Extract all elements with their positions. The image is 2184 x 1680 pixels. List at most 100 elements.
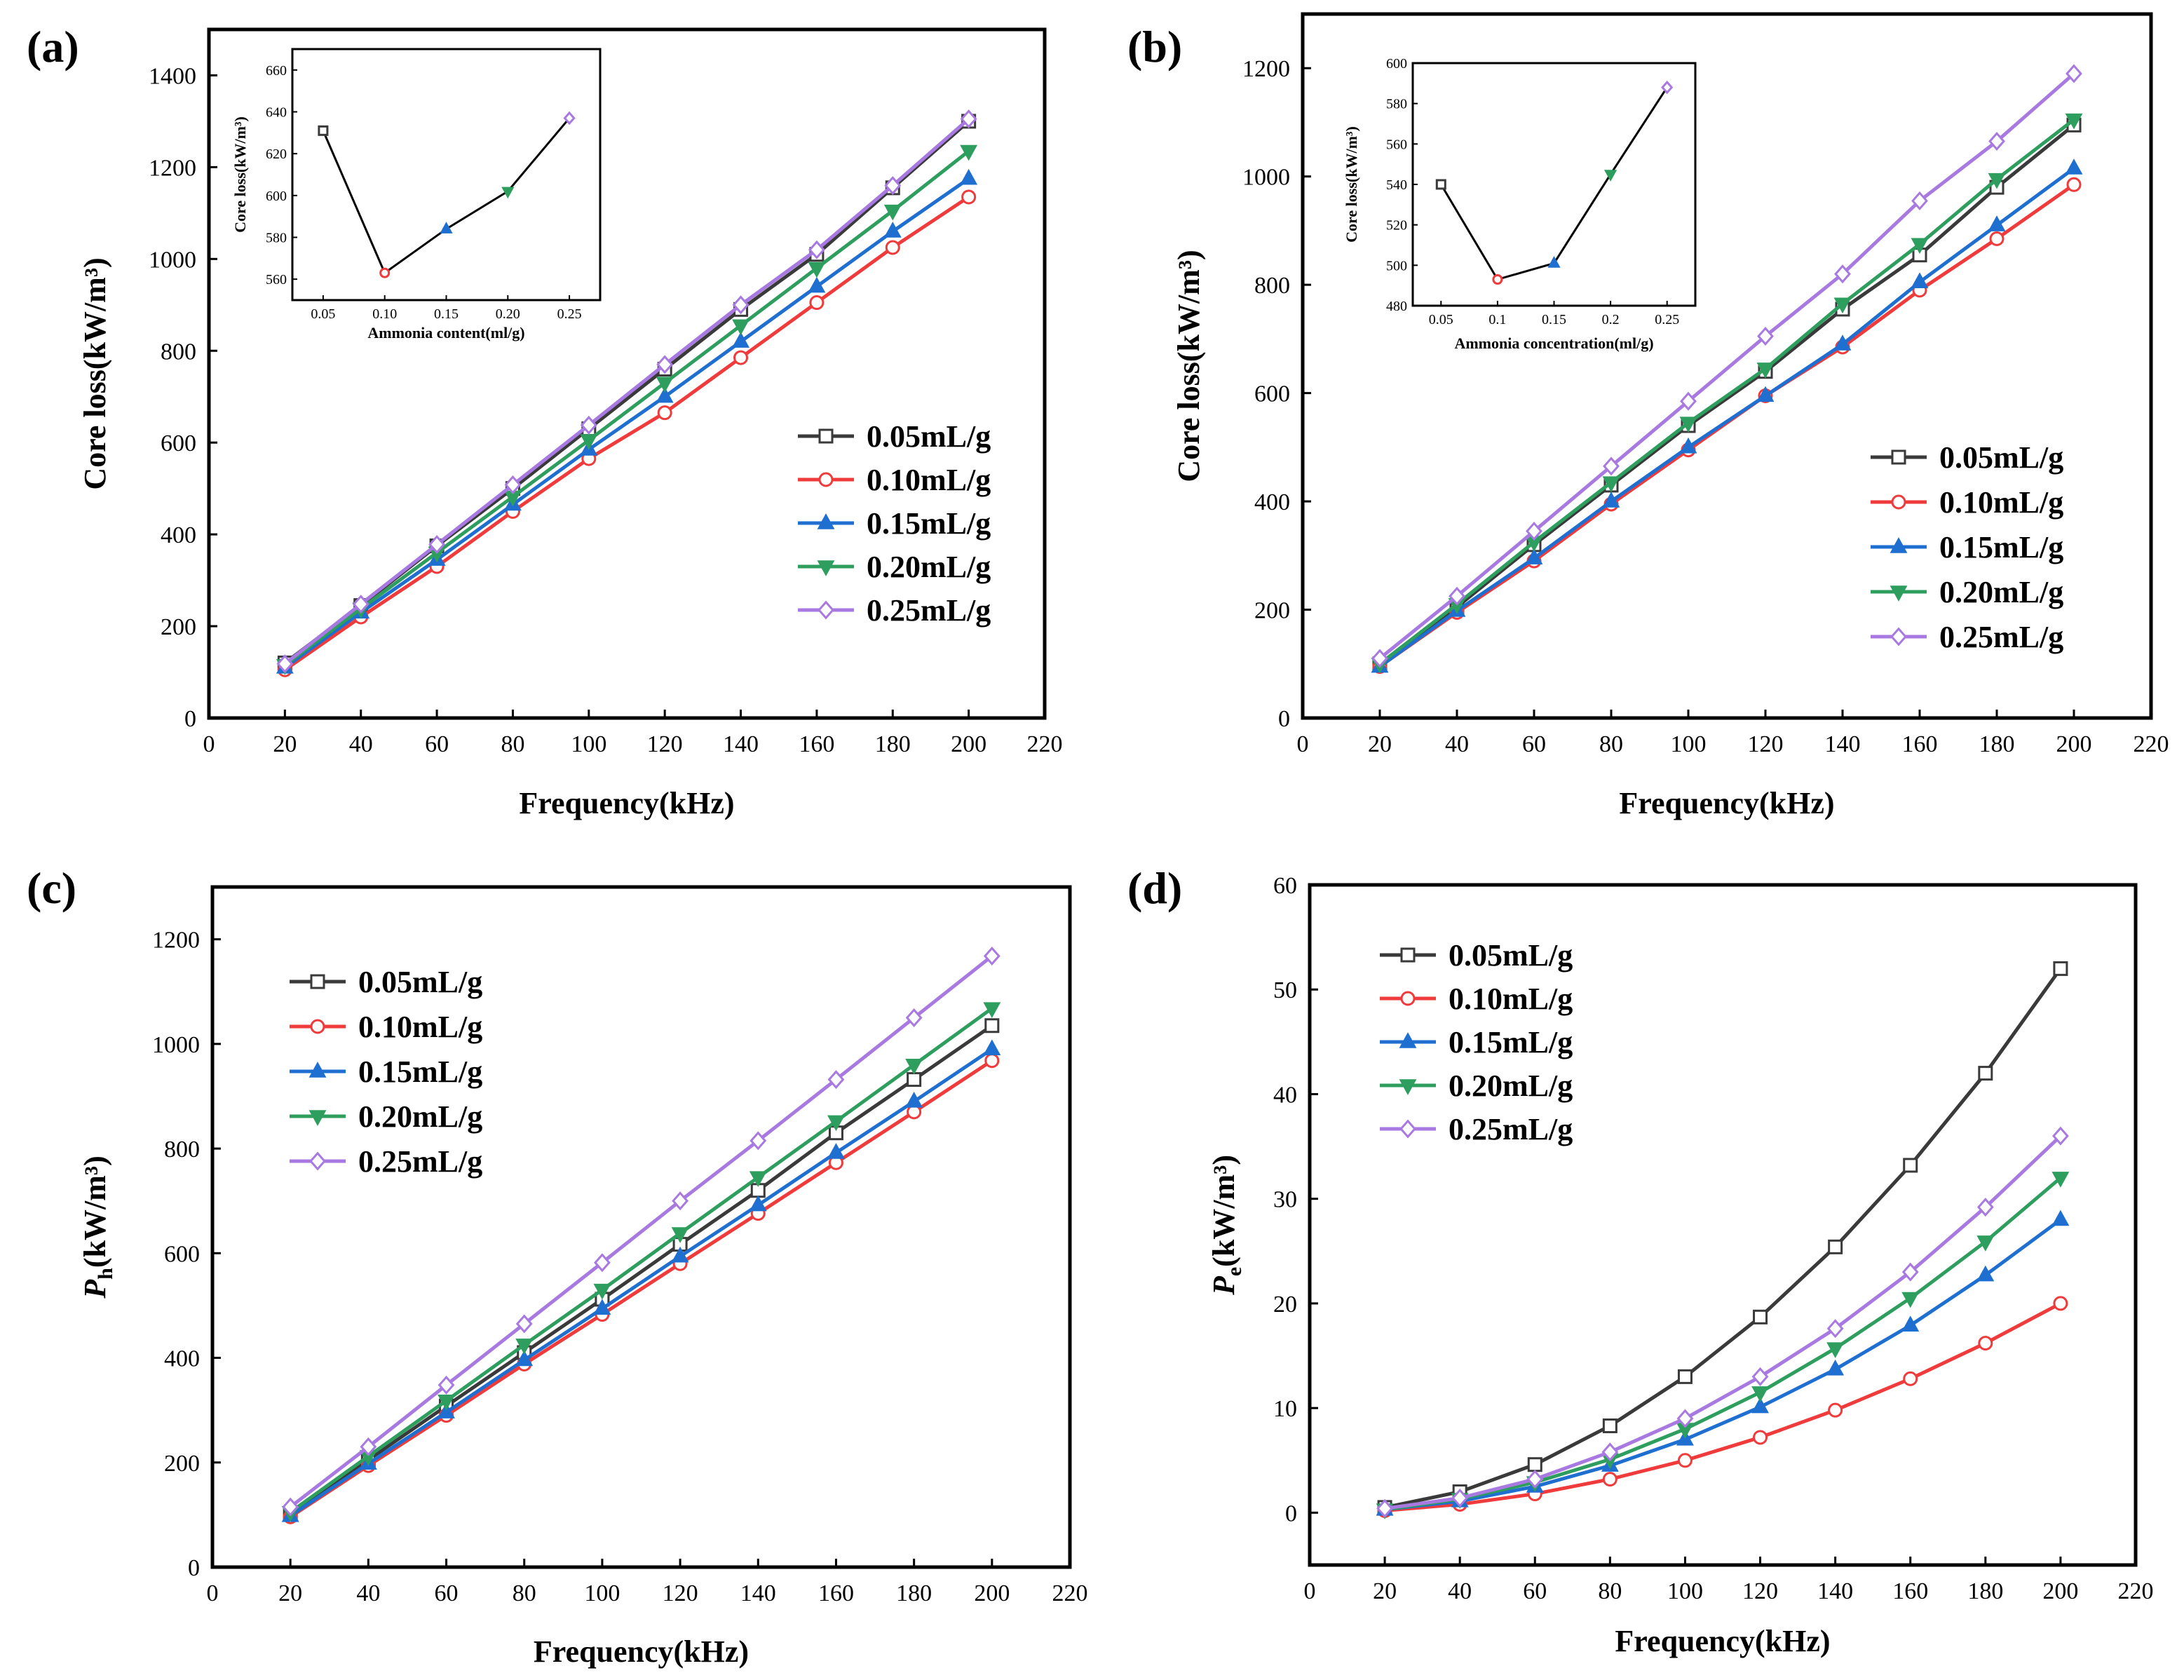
data-point [672, 1191, 689, 1211]
data-point [983, 946, 1001, 966]
inset-data-point [1661, 80, 1674, 95]
data-point [2053, 961, 2068, 976]
data-point [593, 1299, 611, 1315]
x-tick-label: 20 [278, 1580, 302, 1606]
x-tick-label: 180 [1979, 731, 2015, 757]
data-point [1834, 264, 1851, 284]
plot-frame [1308, 883, 2138, 1567]
data-point [1756, 363, 1775, 379]
inset-chart: 0.05 0.10 0.15 0.20 0.25 560 580 600 620 640 660 Am… [231, 48, 602, 341]
series-0.15mL/g [1371, 158, 2083, 673]
series-line [1384, 1218, 2062, 1512]
data-point [732, 319, 750, 336]
x-tick-label: 0 [207, 1580, 219, 1606]
inset-x-tick-label: 0.05 [1429, 312, 1453, 327]
inset-data-point [318, 125, 329, 136]
inset-x-tick-label: 0.15 [434, 306, 459, 322]
data-point [593, 1283, 611, 1300]
series-line [283, 177, 970, 670]
series-line [283, 117, 970, 665]
data-point [352, 595, 369, 614]
x-tick-label: 180 [1967, 1578, 2003, 1604]
data-point [1826, 1360, 1845, 1376]
x-tick-label: 40 [1445, 731, 1469, 757]
legend-marker [1400, 947, 1416, 963]
data-point [1602, 1472, 1617, 1487]
y-tick-label: 200 [1254, 598, 1290, 624]
data-point [1751, 1397, 1769, 1414]
data-point [1449, 586, 1465, 606]
y-tick-label: 1000 [149, 247, 196, 273]
y-tick-label: 0 [188, 1555, 200, 1581]
data-point [1826, 1342, 1845, 1359]
data-point [1751, 1386, 1769, 1402]
series-line [1384, 1176, 2062, 1512]
y-tick-label: 1000 [152, 1032, 200, 1058]
inset-x-tick-label: 0.20 [496, 306, 520, 322]
y-tick-label: 1200 [152, 928, 200, 954]
x-tick-label: 200 [951, 731, 986, 757]
x-tick-label: 160 [1902, 731, 1938, 757]
x-tick-label: 220 [1052, 1580, 1088, 1606]
data-point [1526, 1470, 1544, 1489]
legend-marker [1891, 449, 1906, 465]
legend-marker [308, 1110, 327, 1126]
data-point [1988, 131, 2005, 151]
series-line [1384, 967, 2062, 1510]
data-point [809, 295, 825, 311]
legend-label: 0.20mL/g [1939, 575, 2063, 609]
data-point [1903, 1371, 1918, 1386]
y-tick-label: 400 [164, 1346, 200, 1372]
x-tick-label: 220 [1027, 731, 1063, 757]
data-point [1976, 1198, 1994, 1217]
x-axis-title: Frequency(kHz) [1619, 786, 1834, 820]
legend-label: 0.25mL/g [1449, 1112, 1573, 1146]
inset-x-tick-label: 0.2 [1602, 312, 1620, 327]
data-point [656, 377, 674, 393]
inset-data-point [1435, 179, 1446, 190]
x-tick-label: 200 [974, 1580, 1010, 1606]
x-tick-label: 60 [425, 731, 449, 757]
data-point [884, 176, 902, 196]
series-0.25mL/g [282, 946, 1001, 1517]
data-point [733, 350, 749, 365]
data-point [984, 1053, 1000, 1069]
y-axis-title-subscript: h [94, 1268, 117, 1280]
x-tick-label: 100 [1667, 1578, 1703, 1604]
y-tick-label: 400 [161, 522, 196, 548]
x-tick-label: 120 [1748, 731, 1784, 757]
legend-label: 0.15mL/g [358, 1055, 482, 1089]
data-point [2052, 1126, 2069, 1146]
inset-x-tick-label: 0.15 [1542, 312, 1566, 327]
panel-c: (c) 0 20 40 60 80 100 120 140 160 180 200 220 0 200 400… [27, 863, 1088, 1669]
data-point [885, 240, 900, 255]
data-point [905, 1092, 923, 1108]
data-point [749, 1195, 767, 1212]
x-tick-label: 180 [875, 731, 911, 757]
x-tick-label: 20 [1368, 731, 1392, 757]
data-point [580, 415, 597, 435]
inset-y-tick-label: 580 [266, 231, 287, 246]
data-point [907, 1072, 922, 1088]
x-tick-label: 80 [513, 1580, 536, 1606]
y-tick-label: 400 [1254, 489, 1290, 515]
data-point [1978, 1066, 1993, 1081]
legend-label: 0.05mL/g [1449, 938, 1573, 973]
x-tick-label: 100 [584, 1580, 620, 1606]
inset-x-tick-label: 0.25 [557, 306, 582, 322]
data-point [515, 1314, 533, 1334]
x-tick-label: 140 [740, 1580, 776, 1606]
data-point [1371, 649, 1388, 668]
x-tick-label: 80 [1599, 731, 1623, 757]
series-0.05mL/g [283, 1018, 1000, 1522]
data-point [984, 1018, 1000, 1034]
legend-marker [818, 600, 834, 620]
panel-label: (d) [1127, 863, 1182, 913]
data-point [1603, 456, 1620, 476]
inset-x-axis-title: Ammonia concentration(ml/g) [1454, 334, 1653, 352]
legend-label: 0.20mL/g [1449, 1069, 1573, 1103]
data-point [1602, 1418, 1617, 1434]
data-point [983, 1002, 1001, 1019]
y-axis-title-symbol: P [1207, 1275, 1241, 1296]
x-axis-title: Frequency(kHz) [519, 786, 734, 820]
